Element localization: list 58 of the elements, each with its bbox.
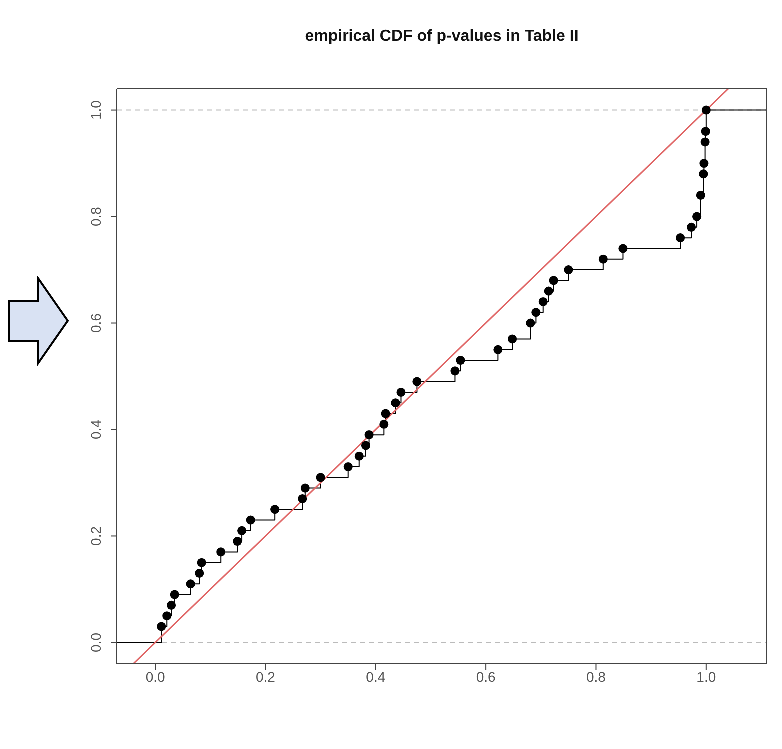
point <box>412 377 422 386</box>
point <box>396 388 406 397</box>
point <box>526 318 536 328</box>
x-tick-label: 1.0 <box>696 668 716 685</box>
point <box>186 580 196 589</box>
point <box>157 622 166 632</box>
point <box>246 516 256 525</box>
point <box>233 537 242 546</box>
y-tick-label: 0.2 <box>88 526 104 546</box>
point <box>564 266 574 275</box>
point <box>197 558 206 568</box>
point <box>699 170 708 179</box>
point <box>538 297 548 306</box>
point <box>701 127 710 136</box>
point <box>300 484 310 493</box>
point <box>702 106 711 115</box>
point <box>216 548 226 557</box>
point <box>544 286 554 296</box>
x-tick-label: 0.8 <box>586 668 606 685</box>
y-tick-label: 0.8 <box>88 206 104 227</box>
y-tick-label: 0.4 <box>88 420 104 440</box>
point <box>381 409 390 418</box>
point <box>238 526 247 536</box>
point <box>676 234 686 243</box>
point <box>391 398 400 408</box>
point <box>696 190 706 200</box>
point <box>700 159 709 168</box>
point <box>508 334 518 344</box>
point <box>456 356 466 366</box>
y-tick-label: 0.6 <box>88 313 104 333</box>
point <box>692 212 702 222</box>
point <box>532 308 541 318</box>
point <box>361 441 370 450</box>
point <box>298 494 308 504</box>
chart-title: empirical CDF of p-values in Table II <box>304 28 580 46</box>
x-tick-label: 0.6 <box>476 668 496 685</box>
point <box>549 276 558 286</box>
point <box>618 244 628 254</box>
point <box>598 254 608 264</box>
point <box>170 590 180 600</box>
point <box>270 505 280 514</box>
point <box>344 462 353 472</box>
point <box>195 568 204 578</box>
point <box>494 345 503 354</box>
point <box>380 420 389 429</box>
point <box>700 138 710 147</box>
point <box>316 473 326 482</box>
point <box>354 452 364 461</box>
y-tick-label: 0.0 <box>88 632 104 652</box>
point <box>364 430 374 440</box>
point <box>162 612 172 621</box>
x-tick-label: 0.0 <box>146 668 166 685</box>
x-tick-label: 0.4 <box>366 668 386 685</box>
y-tick-label: 1.0 <box>88 100 104 120</box>
point <box>450 366 460 376</box>
x-tick-label: 0.2 <box>256 668 276 685</box>
point <box>687 222 696 232</box>
point <box>167 600 176 610</box>
